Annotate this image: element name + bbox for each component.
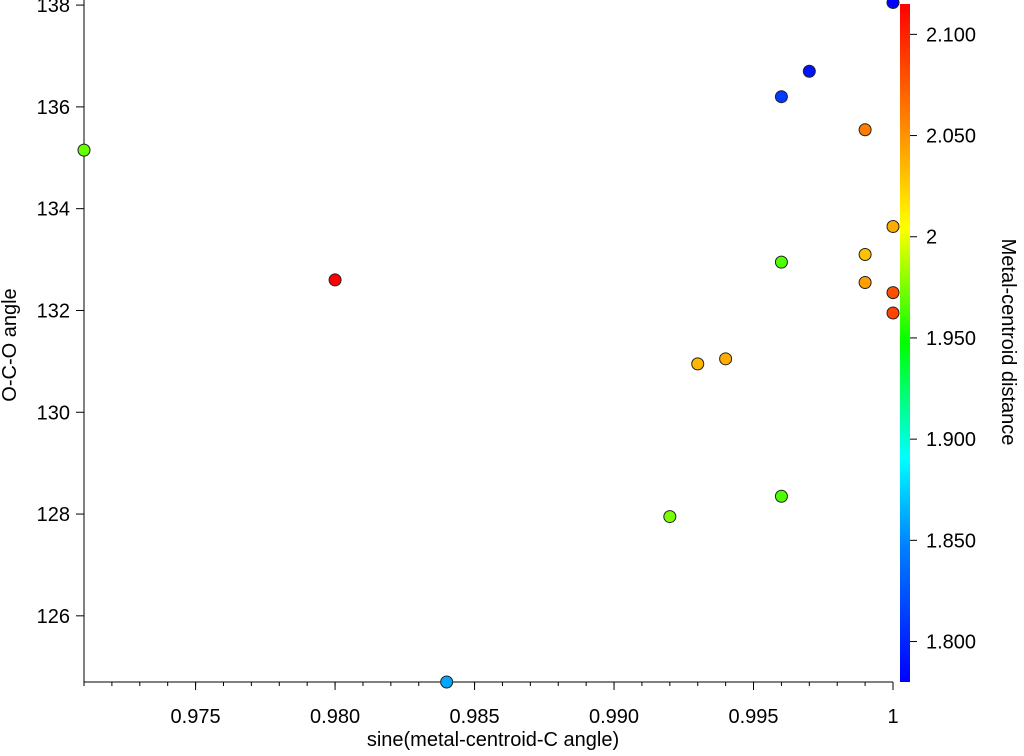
y-tick-label: 130: [37, 402, 70, 424]
data-point: [858, 123, 872, 137]
y-tick-label: 136: [37, 97, 70, 119]
colorbar-tick-label: 2: [926, 227, 937, 249]
y-axis-ticks: 126 128 130 132 134 136 138: [37, 0, 84, 628]
y-tick-label: 128: [37, 504, 70, 526]
colorbar: 1.800 1.850 1.900 1.950 2 2.050 2.100: [900, 4, 976, 682]
colorbar-tick-label: 1.950: [926, 328, 976, 350]
data-point: [774, 90, 788, 104]
colorbar-tick-label: 1.900: [926, 429, 976, 451]
data-point: [886, 306, 900, 320]
y-tick-label: 132: [37, 300, 70, 322]
x-tick-label: 0.975: [171, 706, 221, 728]
data-point: [663, 510, 677, 524]
x-axis-title: sine(metal-centroid-C angle): [367, 729, 619, 751]
data-point: [77, 143, 91, 157]
x-axis-ticks: 0.975 0.980 0.985 0.990 0.995 1: [83, 682, 899, 728]
y-tick-label: 126: [37, 606, 70, 628]
colorbar-title: Metal-centroid distance: [997, 239, 1019, 446]
x-tick-label: 0.990: [589, 706, 639, 728]
colorbar-tick-label: 2.050: [926, 126, 976, 148]
y-axis-title: O-C-O angle: [0, 288, 21, 401]
colorbar-tick-label: 2.100: [926, 24, 976, 46]
colorbar-tick-label: 1.800: [926, 632, 976, 654]
data-point: [886, 286, 900, 300]
data-point: [691, 357, 705, 371]
data-point: [440, 675, 454, 689]
data-point: [858, 247, 872, 261]
x-tick-label: 1: [887, 706, 898, 728]
data-point: [886, 219, 900, 233]
data-point: [858, 275, 872, 289]
colorbar-gradient: [900, 4, 910, 682]
x-tick-label: 0.980: [310, 706, 360, 728]
data-point: [774, 489, 788, 503]
x-tick-label: 0.995: [728, 706, 778, 728]
data-point: [886, 0, 900, 10]
data-point: [328, 273, 342, 287]
colorbar-ticks: 1.800 1.850 1.900 1.950 2 2.050 2.100: [910, 24, 976, 654]
colorbar-tick-label: 1.850: [926, 530, 976, 552]
plot-axes: [83, 0, 893, 683]
data-point: [802, 64, 816, 78]
y-tick-label: 138: [37, 0, 70, 17]
x-tick-label: 0.985: [450, 706, 500, 728]
y-tick-label: 134: [37, 199, 70, 221]
data-point: [774, 255, 788, 269]
data-point: [719, 352, 733, 366]
data-points: [77, 0, 900, 689]
